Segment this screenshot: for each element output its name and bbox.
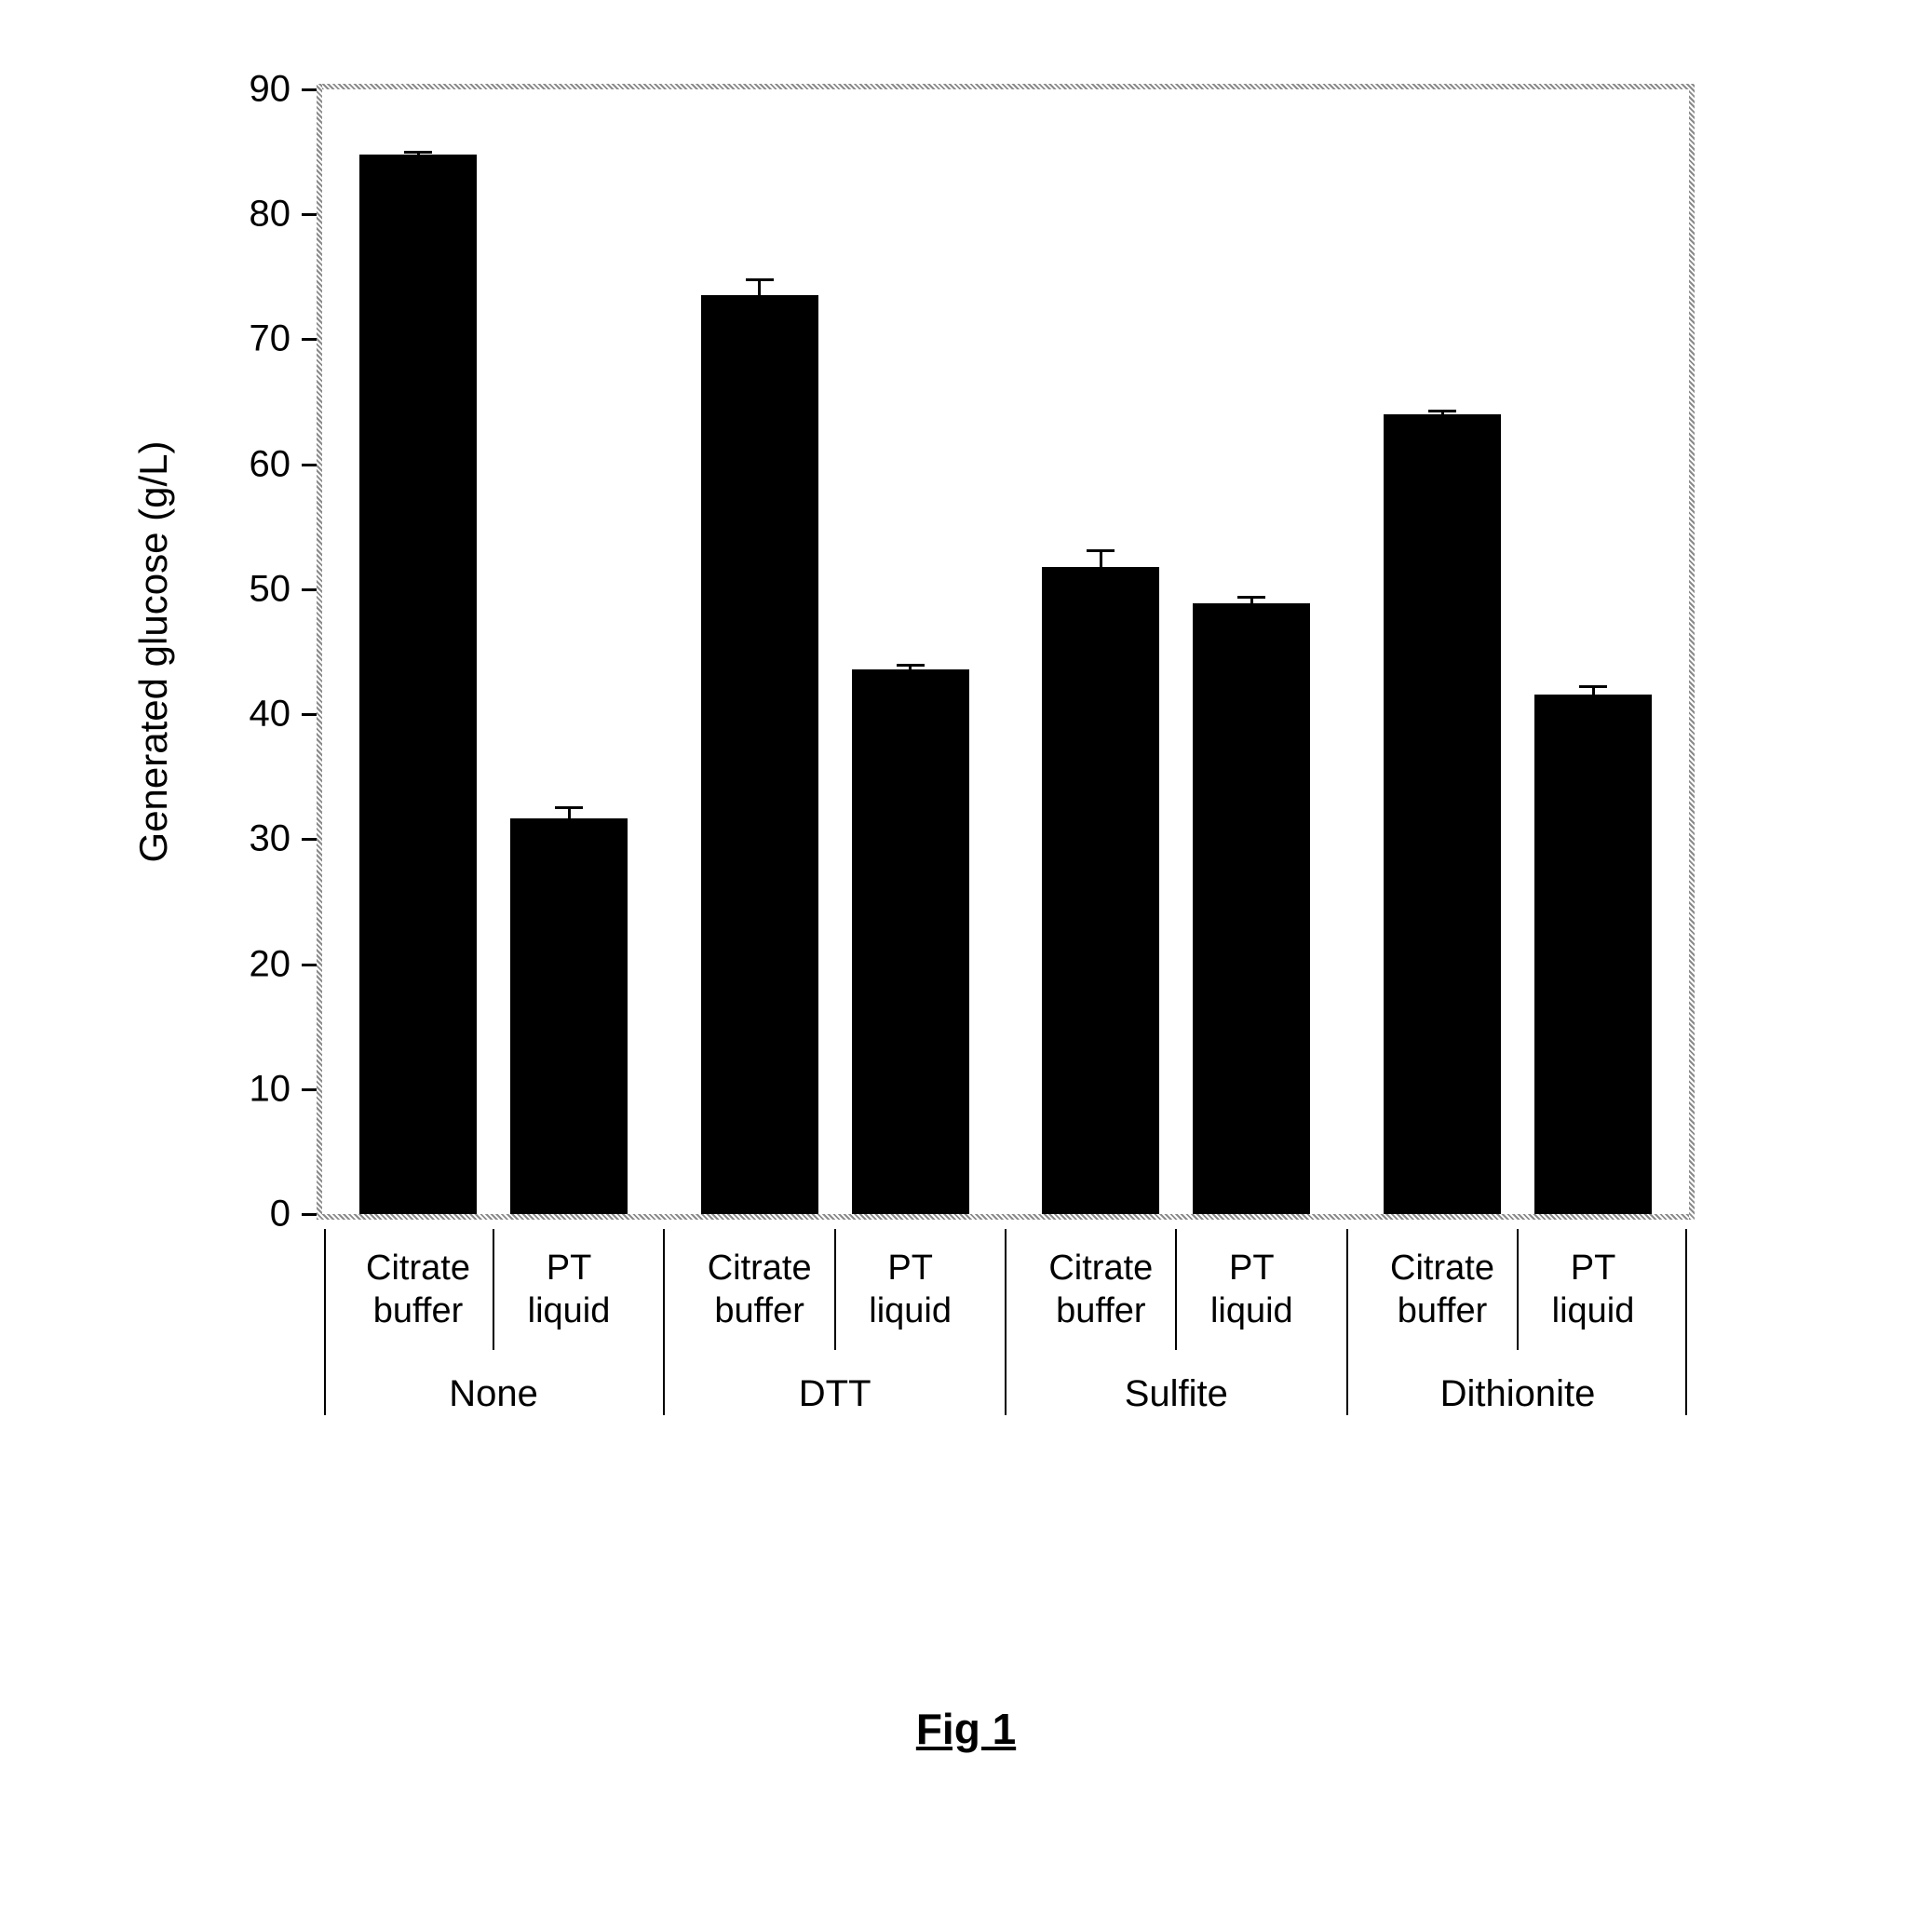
x-sub-label-line2: buffer xyxy=(714,1291,804,1330)
x-sub-label-line1: PT xyxy=(887,1249,933,1288)
bar xyxy=(1042,567,1159,1214)
group-divider xyxy=(1005,1229,1007,1415)
y-tick-label: 40 xyxy=(250,694,317,736)
x-sub-label: Citratebuffer xyxy=(1365,1248,1520,1332)
group-divider xyxy=(1346,1229,1348,1415)
x-sub-label-line2: buffer xyxy=(373,1291,463,1330)
y-tick-label: 80 xyxy=(250,194,317,236)
x-sub-label-line1: PT xyxy=(547,1249,592,1288)
y-axis-title: Generated glucose (g/L) xyxy=(131,441,176,863)
chart: 0102030405060708090CitratebufferPTliquid… xyxy=(0,0,1932,1917)
group-divider xyxy=(1685,1229,1687,1415)
group-divider xyxy=(324,1229,326,1415)
y-tick-label: 70 xyxy=(250,318,317,360)
error-bar-cap xyxy=(746,278,774,281)
x-sub-label-line2: buffer xyxy=(1056,1291,1145,1330)
y-tick-label: 0 xyxy=(270,1194,317,1235)
plot-border-bottom xyxy=(317,1214,1695,1220)
x-group-label: DTT xyxy=(682,1373,988,1415)
bar xyxy=(1384,414,1501,1214)
x-group-label: None xyxy=(341,1373,646,1415)
x-sub-label: PTliquid xyxy=(1516,1248,1670,1332)
error-bar-cap xyxy=(555,806,583,809)
group-divider xyxy=(663,1229,665,1415)
bar xyxy=(359,155,477,1214)
y-tick-label: 90 xyxy=(250,69,317,111)
bar xyxy=(1534,695,1652,1214)
bar xyxy=(852,669,969,1214)
x-sub-label: Citratebuffer xyxy=(1023,1248,1178,1332)
plot-area: 0102030405060708090CitratebufferPTliquid… xyxy=(317,84,1695,1220)
x-sub-label: Citratebuffer xyxy=(341,1248,495,1332)
x-sub-label-line2: liquid xyxy=(1552,1291,1635,1330)
error-bar-cap xyxy=(404,151,432,154)
error-bar-cap xyxy=(897,664,925,667)
x-group-label: Sulfite xyxy=(1023,1373,1329,1415)
y-tick-label: 20 xyxy=(250,943,317,985)
x-sub-label: PTliquid xyxy=(1174,1248,1329,1332)
figure-caption: Fig 1 xyxy=(0,1704,1932,1754)
x-sub-label: Citratebuffer xyxy=(682,1248,837,1332)
x-sub-label-line1: Citrate xyxy=(366,1249,470,1288)
x-sub-label-line1: PT xyxy=(1571,1249,1616,1288)
y-tick-label: 10 xyxy=(250,1068,317,1110)
plot-inner xyxy=(322,89,1689,1214)
page: 0102030405060708090CitratebufferPTliquid… xyxy=(0,0,1932,1917)
bar xyxy=(510,818,628,1214)
x-sub-label-line2: liquid xyxy=(528,1291,611,1330)
x-sub-label-line1: PT xyxy=(1229,1249,1275,1288)
x-sub-label-line2: liquid xyxy=(1210,1291,1293,1330)
x-sub-label-line1: Citrate xyxy=(1390,1249,1494,1288)
error-bar-cap xyxy=(1428,410,1456,412)
x-sub-label-line1: Citrate xyxy=(708,1249,812,1288)
x-sub-label-line1: Citrate xyxy=(1048,1249,1153,1288)
plot-border-right xyxy=(1689,84,1695,1220)
x-sub-label: PTliquid xyxy=(492,1248,646,1332)
y-tick-label: 60 xyxy=(250,443,317,485)
x-group-label: Dithionite xyxy=(1365,1373,1670,1415)
x-sub-label-line2: buffer xyxy=(1398,1291,1487,1330)
error-bar-cap xyxy=(1087,549,1115,552)
x-sub-label-line2: liquid xyxy=(869,1291,952,1330)
bar xyxy=(701,295,818,1214)
error-bar-cap xyxy=(1579,685,1607,688)
error-bar-cap xyxy=(1237,596,1265,599)
x-sub-label: PTliquid xyxy=(833,1248,988,1332)
y-tick-label: 30 xyxy=(250,818,317,860)
bar xyxy=(1193,603,1310,1214)
y-tick-label: 50 xyxy=(250,568,317,610)
